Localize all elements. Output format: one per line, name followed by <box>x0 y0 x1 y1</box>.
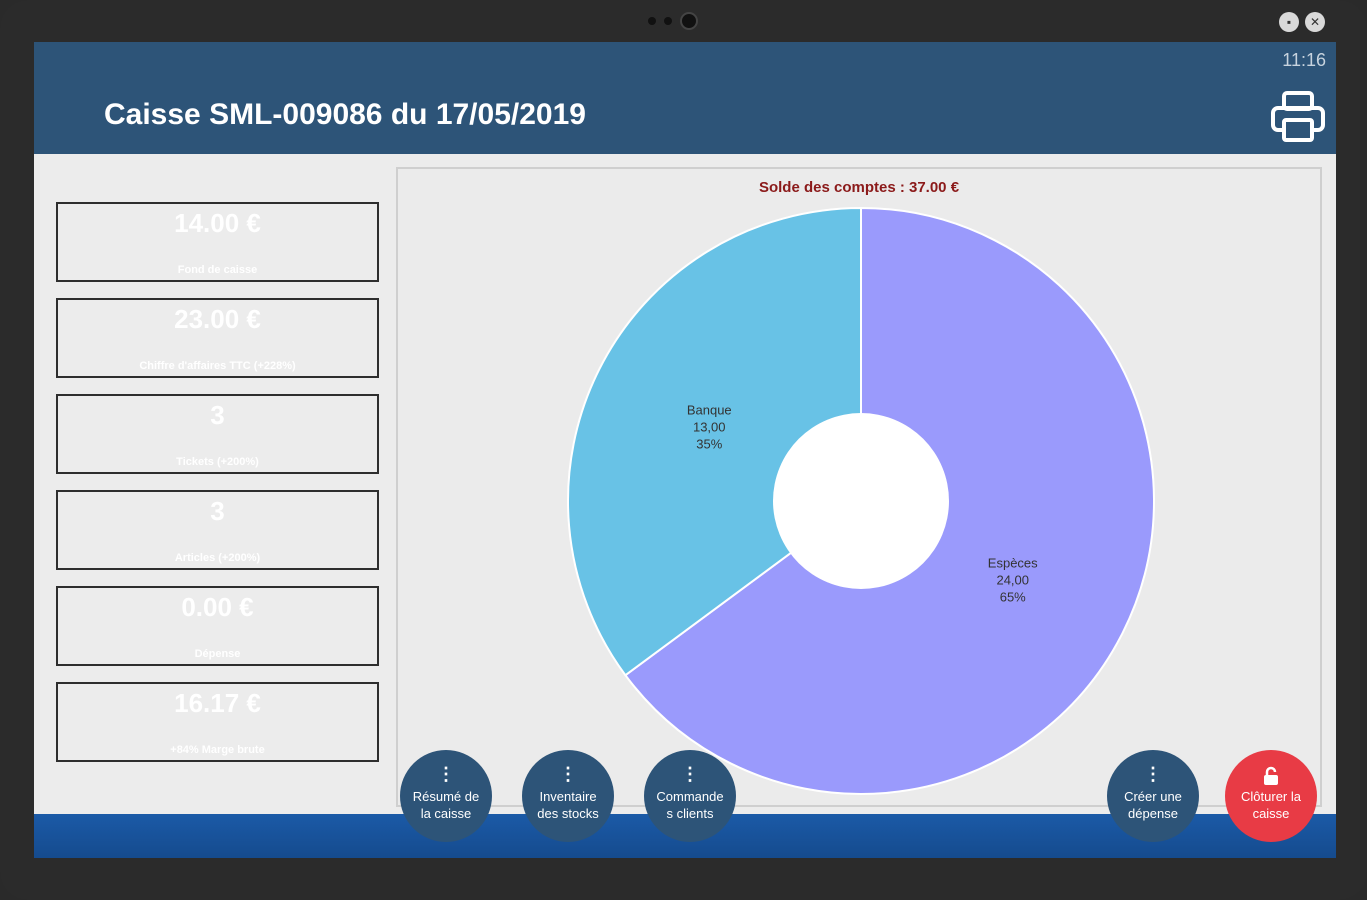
button-label: Inventaire des stocks <box>537 789 599 821</box>
stat-card-marge-brute: 16.17 € +84% Marge brute <box>56 682 379 762</box>
stat-value: 0.00 € <box>181 592 254 622</box>
pie-label: 35% <box>696 436 722 451</box>
pie-label: 65% <box>1000 590 1026 605</box>
minimize-icon[interactable]: ▪ <box>1279 12 1299 32</box>
inventaire-stocks-button[interactable]: ⋮ Inventaire des stocks <box>522 750 614 842</box>
more-vertical-icon: ⋮ <box>1144 764 1162 784</box>
stat-card-articles: 3 Articles (+200%) <box>56 490 379 570</box>
stat-label: +84% Marge brute <box>170 744 265 756</box>
pie-label: 13,00 <box>693 419 726 434</box>
pie-chart: Espèces 24,00 65% Banque 13,00 35% <box>567 206 1155 795</box>
stat-label: Chiffre d'affaires TTC (+228%) <box>139 360 296 372</box>
chart-panel: Espèces 24,00 65% Banque 13,00 35% Solde des … <box>396 167 1322 807</box>
stat-label: Articles (+200%) <box>174 552 261 564</box>
pie-label: 24,00 <box>996 573 1029 588</box>
stat-card-tickets: 3 Tickets (+200%) <box>56 394 379 474</box>
commandes-clients-button[interactable]: ⋮ Commande s clients <box>644 750 736 842</box>
stat-label: Dépense <box>194 648 241 660</box>
donut-hole <box>773 413 949 589</box>
pie-slice-banque <box>567 206 862 677</box>
stat-value: 3 <box>210 496 225 526</box>
page-title: Caisse SML-009086 du 17/05/2019 <box>104 98 586 131</box>
chart-title: Solde des comptes : 37.00 € <box>758 179 960 196</box>
button-label: Résumé de la caisse <box>412 789 480 821</box>
app-screen: 11:16 Caisse SML-009086 du 17/05/2019 14… <box>34 42 1336 858</box>
stat-value: 3 <box>210 400 225 430</box>
lock-open-icon <box>1225 766 1317 786</box>
stat-value: 16.17 € <box>174 688 261 718</box>
stat-label: Fond de caisse <box>177 264 258 276</box>
close-icon[interactable]: ✕ <box>1305 12 1325 32</box>
more-vertical-icon: ⋮ <box>437 764 455 784</box>
camera <box>648 12 698 30</box>
creer-depense-button[interactable]: ⋮ Créer une dépense <box>1107 750 1199 842</box>
camera-dot <box>648 17 656 25</box>
cloturer-caisse-button[interactable]: Clôturer la caisse <box>1225 750 1317 842</box>
printer-icon[interactable] <box>1270 90 1326 144</box>
resume-caisse-button[interactable]: ⋮ Résumé de la caisse <box>400 750 492 842</box>
stat-label: Tickets (+200%) <box>176 456 259 468</box>
more-vertical-icon: ⋮ <box>559 764 577 784</box>
stat-value: 23.00 € <box>174 304 261 334</box>
pie-label: Espèces <box>988 556 1038 571</box>
stat-card-chiffre-affaires: 23.00 € Chiffre d'affaires TTC (+228%) <box>56 298 379 378</box>
stat-value: 14.00 € <box>174 208 261 238</box>
camera-dot <box>664 17 672 25</box>
pie-label: Banque <box>687 402 732 417</box>
app-header: 11:16 Caisse SML-009086 du 17/05/2019 <box>34 42 1336 154</box>
button-label: Commande s clients <box>656 789 724 821</box>
stat-card-depense: 0.00 € Dépense <box>56 586 379 666</box>
more-vertical-icon: ⋮ <box>681 764 699 784</box>
button-label: Créer une dépense <box>1124 789 1182 821</box>
stat-card-fond-de-caisse: 14.00 € Fond de caisse <box>56 202 379 282</box>
camera-lens-icon <box>680 12 698 30</box>
button-label: Clôturer la caisse <box>1241 789 1301 821</box>
clock: 11:16 <box>1282 50 1326 70</box>
